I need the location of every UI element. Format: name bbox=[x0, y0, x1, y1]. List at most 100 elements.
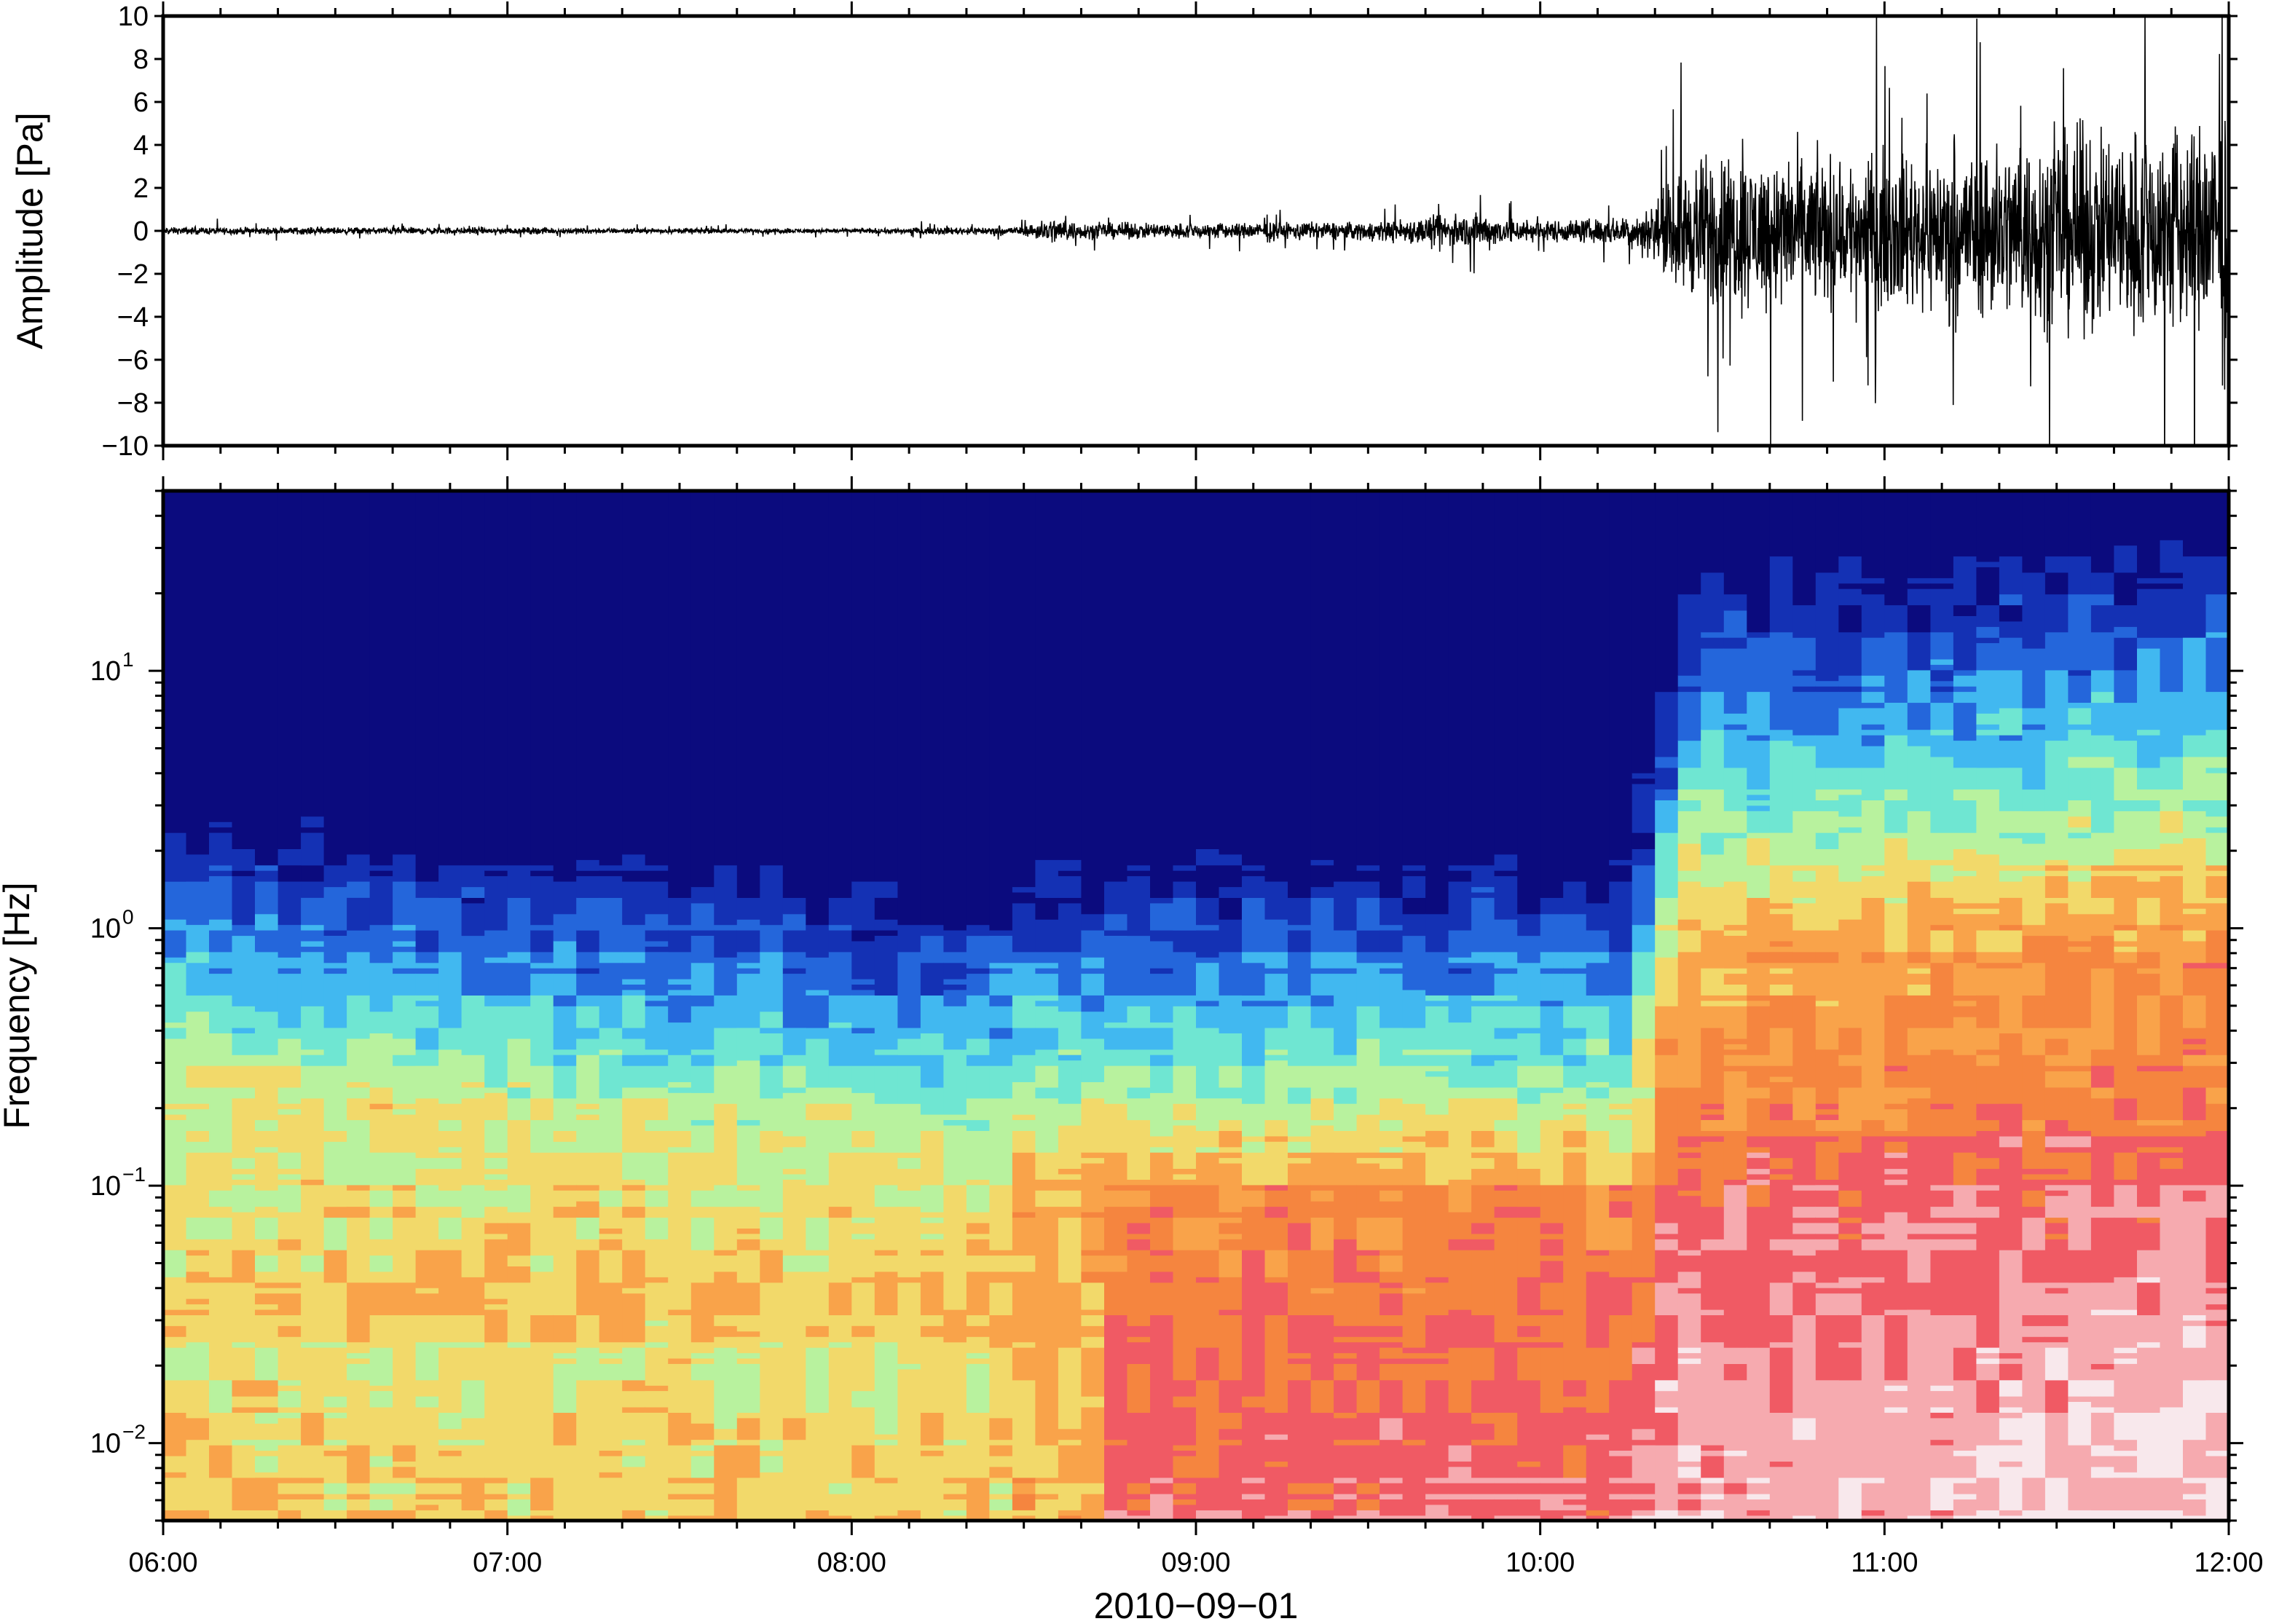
spectrogram-column bbox=[714, 491, 738, 1521]
spectrogram-cell bbox=[1517, 1103, 1541, 1153]
spectrogram-cell bbox=[163, 832, 187, 882]
spectrogram-cell bbox=[645, 1055, 669, 1066]
spectrogram-column bbox=[1586, 491, 1610, 1521]
spectrogram-cell bbox=[393, 1055, 417, 1066]
spectrogram-y-tick-exponent: 1 bbox=[122, 648, 134, 671]
spectrogram-cell bbox=[1976, 1055, 2000, 1066]
spectrogram-cell bbox=[209, 1444, 233, 1478]
spectrogram-cell bbox=[1517, 1515, 1541, 1521]
spectrogram-cell bbox=[1264, 1184, 1288, 1191]
spectrogram-cell bbox=[1173, 1006, 1197, 1066]
spectrogram-cell bbox=[255, 1255, 279, 1272]
spectrogram-cell bbox=[1379, 1168, 1404, 1186]
spectrogram-cell bbox=[622, 1038, 646, 1055]
spectrogram-cell bbox=[1976, 734, 2000, 768]
spectrogram-cell bbox=[553, 1357, 577, 1364]
spectrogram-cell bbox=[1012, 1217, 1036, 1256]
spectrogram-cell bbox=[1379, 1097, 1404, 1121]
spectrogram-cell bbox=[2137, 897, 2161, 926]
spectrogram-column bbox=[1930, 491, 1954, 1521]
spectrogram-cell bbox=[920, 1249, 945, 1256]
spectrogram-cell bbox=[1930, 1417, 1954, 1440]
spectrogram-column bbox=[461, 491, 485, 1521]
spectrogram-cell bbox=[393, 967, 417, 974]
spectrogram-cell bbox=[1471, 1482, 1495, 1494]
spectrogram-cell bbox=[255, 1011, 279, 1055]
spectrogram-cell bbox=[1402, 1439, 1426, 1446]
spectrogram-column bbox=[438, 491, 463, 1521]
spectrogram-cell bbox=[1127, 1499, 1151, 1510]
spectrogram-cell bbox=[2090, 1477, 2115, 1510]
spectrogram-cell bbox=[1792, 675, 1817, 687]
spectrogram-cell bbox=[301, 1412, 325, 1446]
spectrogram-cell bbox=[1792, 1184, 1817, 1191]
spectrogram-cell bbox=[1838, 767, 1862, 790]
spectrogram-cell bbox=[1815, 962, 1840, 1001]
spectrogram-cell bbox=[1769, 1412, 1794, 1462]
spectrogram-cell bbox=[415, 962, 439, 969]
spectrogram-cell bbox=[2160, 1135, 2184, 1148]
spectrogram-cell bbox=[1494, 1477, 1518, 1483]
spectrogram-cell bbox=[1655, 1510, 1679, 1521]
spectrogram-cell bbox=[2160, 540, 2184, 573]
spectrogram-cell bbox=[1310, 973, 1334, 996]
spectrogram-cell bbox=[1150, 967, 1174, 974]
spectrogram-cell bbox=[1517, 1151, 1541, 1169]
spectrogram-cell bbox=[1471, 1423, 1495, 1440]
spectrogram-cell bbox=[1219, 1233, 1243, 1239]
spectrogram-cell bbox=[1219, 864, 1243, 888]
spectrogram-cell bbox=[1792, 1190, 1817, 1207]
spectrogram-cell bbox=[369, 1011, 393, 1033]
spectrogram-cell bbox=[415, 1168, 439, 1186]
spectrogram-cell bbox=[2114, 604, 2138, 627]
spectrogram-cell bbox=[2205, 962, 2229, 969]
spectrogram-cell bbox=[2205, 827, 2229, 833]
spectrogram-cell bbox=[576, 1006, 600, 1028]
spectrogram-cell bbox=[1655, 767, 1679, 790]
spectrogram-cell bbox=[369, 1217, 393, 1239]
spectrogram-cell bbox=[1517, 1499, 1541, 1516]
spectrogram-cell bbox=[1425, 1006, 1449, 1050]
spectrogram-cell bbox=[1769, 631, 1794, 730]
spectrogram-cell bbox=[1976, 1510, 2000, 1521]
spectrogram-cell bbox=[760, 1033, 784, 1055]
spectrogram-cell bbox=[645, 1206, 669, 1218]
spectrogram-cell bbox=[1494, 1206, 1518, 1218]
spectrogram-cell bbox=[1425, 1277, 1449, 1283]
spectrogram-cell bbox=[1494, 1515, 1518, 1521]
spectrogram-cell bbox=[1540, 1477, 1564, 1483]
spectrogram-cell bbox=[690, 902, 715, 931]
spectrogram-cell bbox=[2183, 1379, 2207, 1440]
spectrogram-cell bbox=[530, 1477, 554, 1510]
spectrogram-cell bbox=[851, 995, 875, 1028]
spectrogram-cell bbox=[806, 1249, 830, 1256]
spectrogram-cell bbox=[2137, 1249, 2161, 1277]
spectrogram-cell bbox=[1999, 1417, 2023, 1440]
spectrogram-cell bbox=[2114, 951, 2138, 963]
spectrogram-cell bbox=[1471, 1222, 1495, 1234]
spectrogram-cell bbox=[1999, 620, 2023, 638]
spectrogram-cell bbox=[1747, 805, 1771, 811]
spectrogram-cell bbox=[851, 1151, 875, 1218]
spectrogram-cell bbox=[1632, 1151, 1656, 1186]
spectrogram-column bbox=[1242, 491, 1266, 1521]
spectrogram-column bbox=[1264, 491, 1288, 1521]
spectrogram-cell bbox=[2022, 864, 2046, 871]
spectrogram-cell bbox=[1288, 1162, 1312, 1186]
spectrogram-cell bbox=[989, 1493, 1013, 1499]
spectrogram-cell bbox=[1976, 929, 2000, 953]
spectrogram-cell bbox=[1012, 1347, 1036, 1381]
spectrogram-cell bbox=[1747, 1097, 1771, 1137]
spectrogram-cell bbox=[1723, 1450, 1748, 1457]
spectrogram-cell bbox=[690, 929, 715, 936]
spectrogram-cell bbox=[1356, 897, 1380, 931]
spectrogram-cell bbox=[1609, 1184, 1633, 1191]
spectrogram-cell bbox=[323, 491, 347, 866]
spectrogram-cell bbox=[668, 491, 692, 898]
spectrogram-cell bbox=[1609, 1087, 1633, 1104]
spectrogram-cell bbox=[1677, 1347, 1701, 1354]
spectrogram-cell bbox=[1219, 1130, 1243, 1148]
spectrogram-cell bbox=[415, 1493, 439, 1499]
spectrogram-cell bbox=[668, 1309, 692, 1315]
spectrogram-cell bbox=[2022, 1325, 2046, 1337]
